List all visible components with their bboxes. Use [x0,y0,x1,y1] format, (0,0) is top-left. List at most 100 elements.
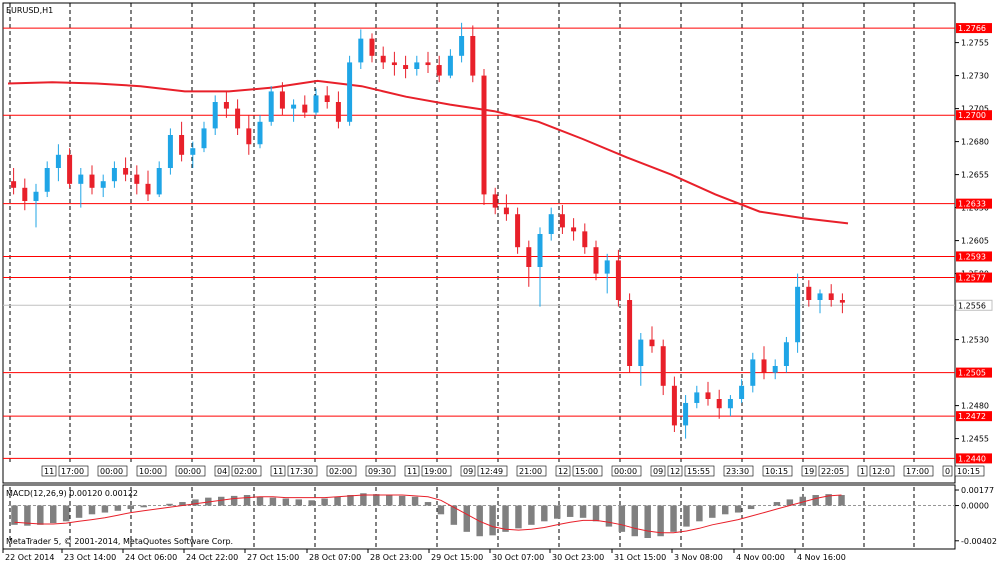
candle [324,86,330,109]
level-label: 1.2633 [958,200,986,209]
candle-body [291,104,297,109]
date-label: 4 Nov 16:00 [797,553,846,562]
time-label-box [326,465,357,477]
candle-body [615,260,621,300]
candle [167,128,173,175]
candle-body [11,181,17,188]
candle [828,284,834,307]
candle-body [559,214,565,228]
candle-body [604,260,610,274]
candle-body [67,154,73,184]
candle-body [828,293,834,300]
candle-body [134,174,140,184]
time-label: 09 [653,467,663,476]
candle [123,157,129,182]
date-label: 28 Oct 07:00 [309,553,361,562]
time-label-box [175,465,206,477]
time-label-box [231,465,262,477]
candle-body [391,62,397,66]
time-label-strip: 11 17:00 00:00 10:00 00:00 04 02:00 11 17:30 02:0… [41,465,985,477]
candle [526,240,532,287]
price-tick-label: 1.2455 [961,435,989,444]
candle-body [593,247,599,274]
candle-body [235,108,241,129]
candle-body [447,55,453,76]
candle [358,29,364,69]
candle-body [335,102,341,122]
date-label: 31 Oct 15:00 [614,553,666,562]
current-price-label: 1.2556 [958,301,986,310]
candle-body [795,286,801,343]
time-label-box [572,465,603,477]
candle [145,170,151,201]
time-label: 15:00 [575,467,598,476]
candle-body [268,91,274,122]
date-label: 3 Nov 08:00 [674,553,723,562]
candle [806,280,812,307]
candle-body [436,65,442,76]
candle-body [459,36,465,56]
time-label-box [404,465,420,477]
candle [481,69,487,205]
level-label: 1.2505 [958,369,986,378]
candle-body [33,191,39,201]
candle [335,91,341,129]
time-label-box [762,465,793,477]
time-label: 19:00 [424,467,447,476]
candle-body [212,102,218,129]
candle-body [100,181,106,188]
time-label: 04 [217,467,227,476]
candle [739,379,745,403]
time-label: 23:30 [726,467,749,476]
candle [515,207,521,254]
candle [291,99,297,122]
date-label: 30 Oct 07:00 [492,553,544,562]
candle [246,115,252,155]
candle-body [145,183,151,195]
candle-body [727,399,733,409]
candle [660,339,666,396]
time-label-box [903,465,934,477]
candle-body [190,148,196,155]
price-panel[interactable] [2,2,956,484]
candle [716,389,722,419]
candle-body [806,286,812,300]
level-badge [956,110,992,121]
price-tick-label: 1.2480 [961,402,989,411]
candle [537,227,543,307]
macd-axis: 0.00177 0.0000 -0.00402 [955,486,997,546]
ma-line [7,79,849,225]
candle-body [817,293,823,300]
time-label-box [477,465,508,477]
time-label: 02:00 [329,467,352,476]
price-tick-label: 1.2680 [961,138,989,147]
candle-body [481,75,487,195]
time-label-box [136,465,167,477]
time-label-box [857,465,868,477]
candle-body [750,359,756,386]
candle-body [201,128,207,149]
candle-body [772,366,778,373]
candle-body [537,234,543,267]
time-label-box [723,465,754,477]
macd-tick-label: -0.00402 [961,537,997,546]
candle-body [761,359,767,373]
level-label: 1.2766 [958,24,986,33]
time-label-box [684,465,715,477]
candle [615,249,621,307]
candle [179,121,185,162]
date-label: 24 Oct 22:00 [186,553,238,562]
candle [795,273,801,353]
symbol-title: EURUSD,H1 [6,6,53,15]
macd-signal-line [14,494,842,534]
candle [705,381,711,406]
candle-body [279,91,285,109]
candle [89,165,95,195]
candle-body [111,168,117,182]
level-labels: 1.2766 1.2700 1.2633 1.2593 1.2577 1.2505 1.24… [955,23,993,464]
level-badge [956,453,992,464]
candle [134,165,140,195]
candle-body [425,62,431,66]
macd-tick-label: 0.0000 [961,502,989,511]
